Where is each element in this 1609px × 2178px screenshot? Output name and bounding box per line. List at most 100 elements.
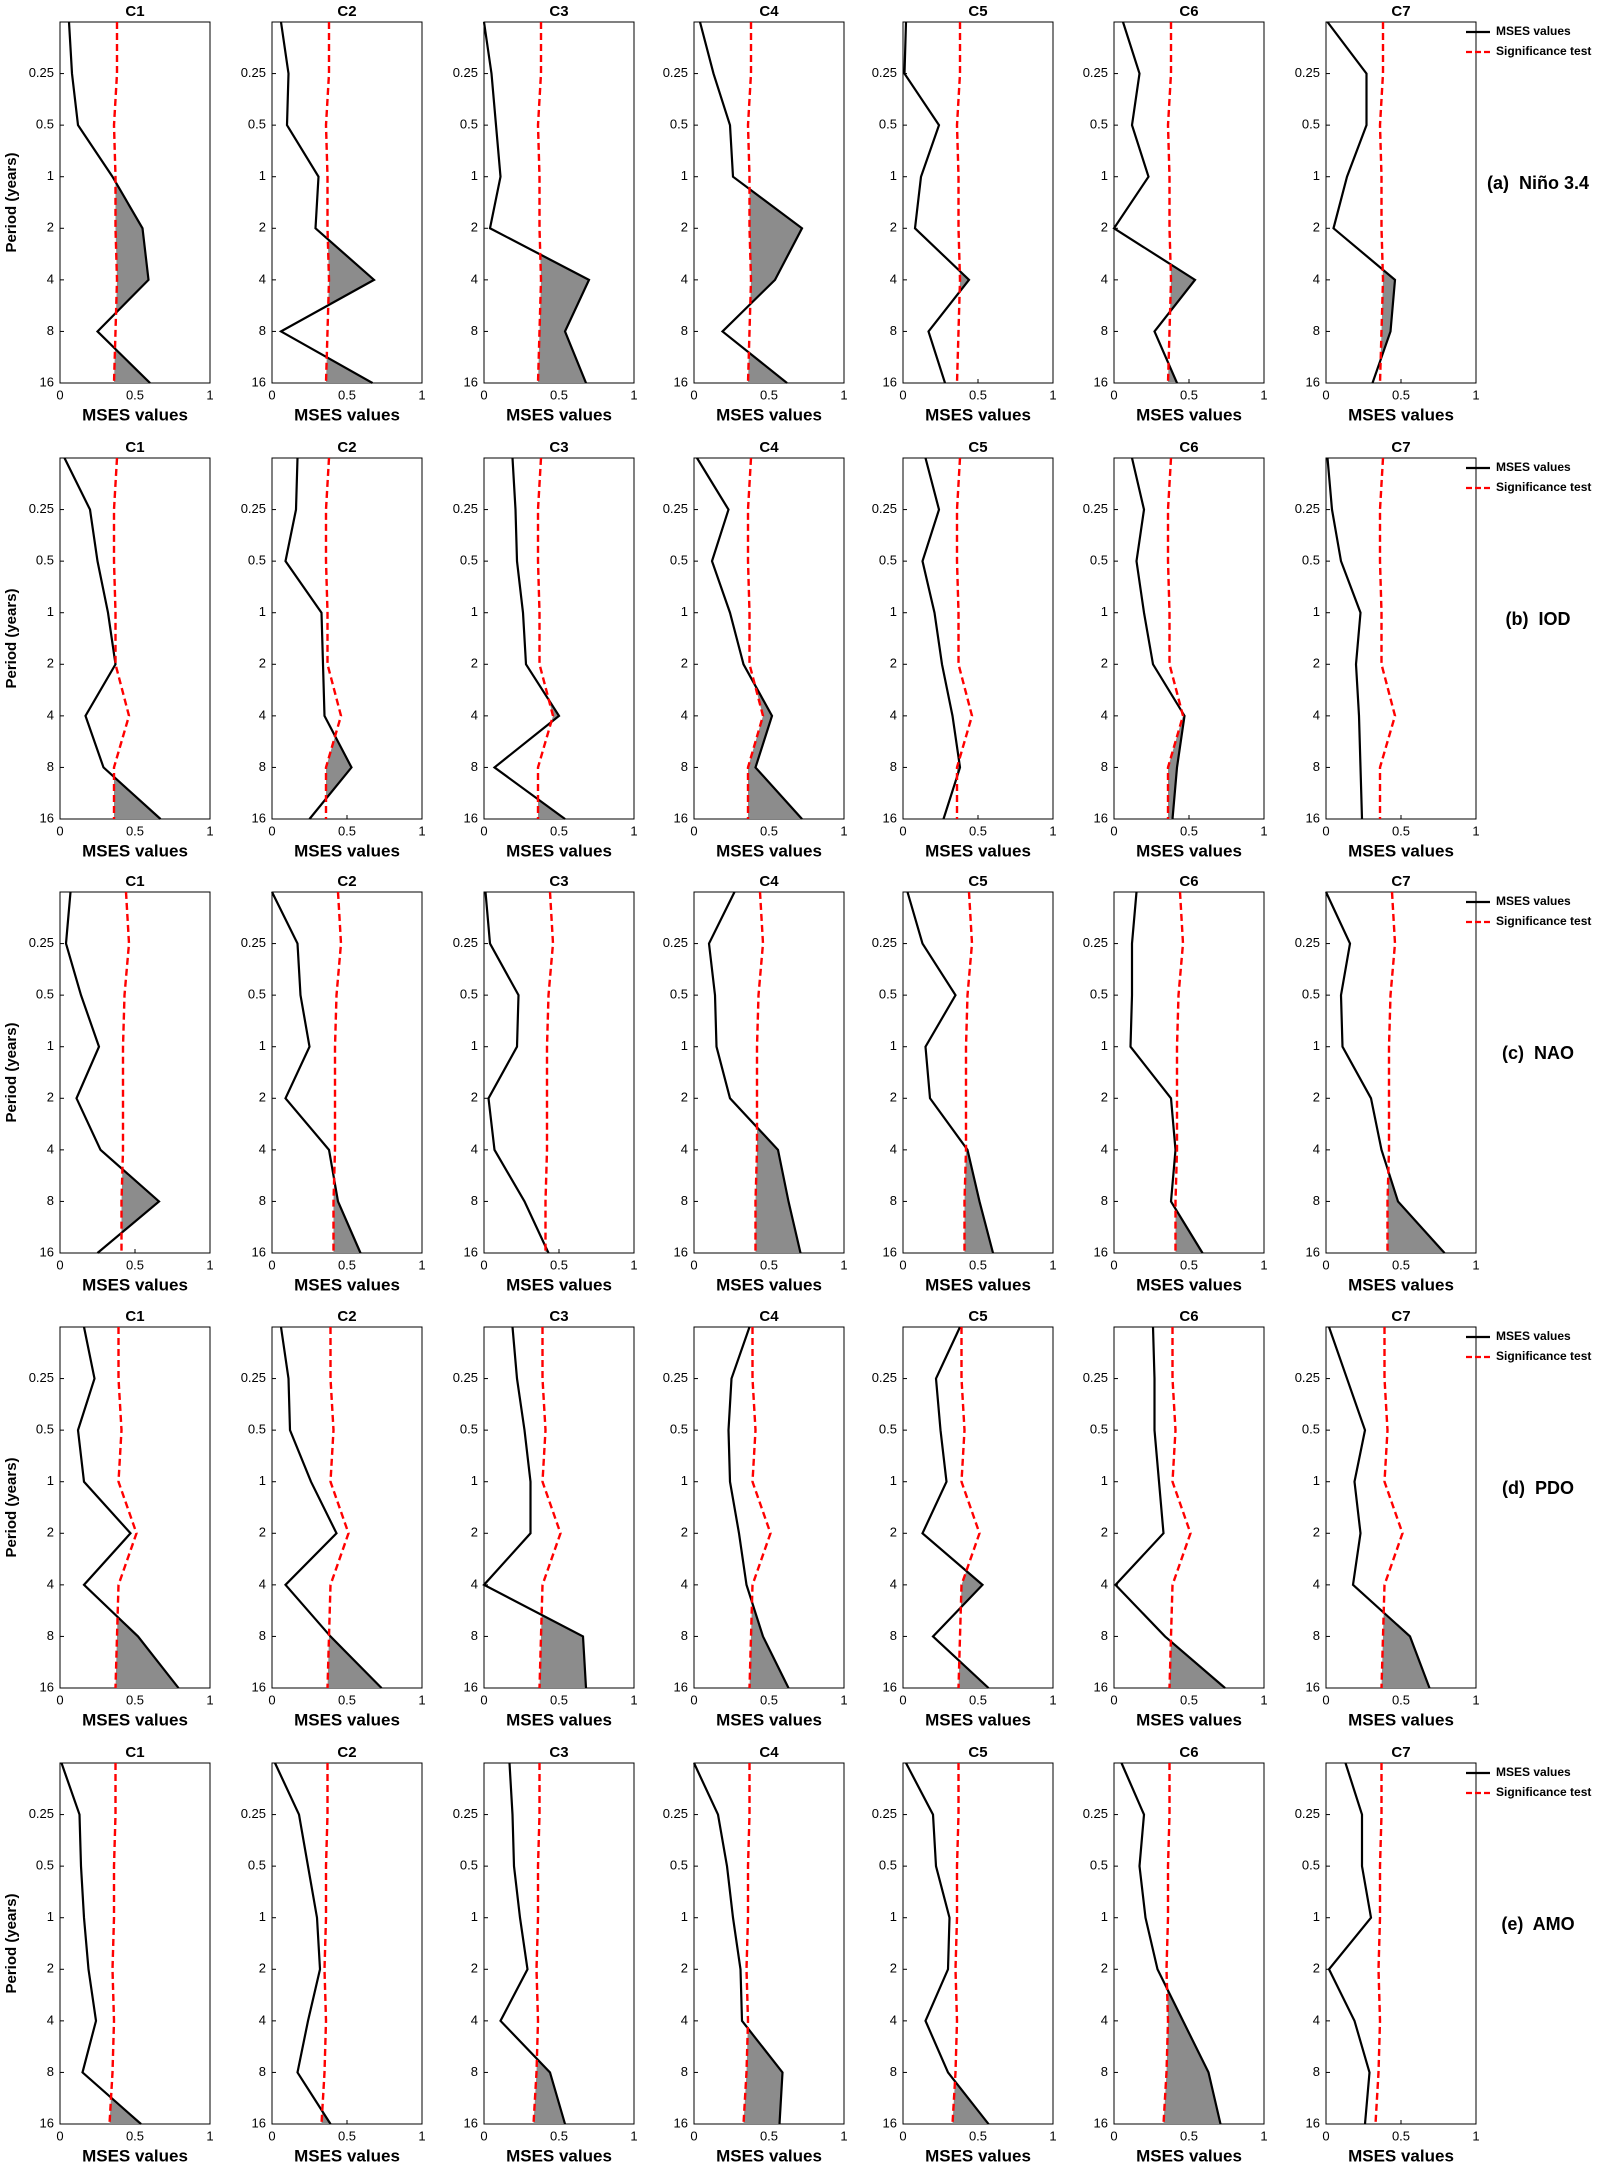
panel-title: C4 [759, 1308, 779, 1325]
y-tick-label: 0.5 [460, 1858, 478, 1873]
y-tick-label: 0.5 [879, 553, 897, 568]
y-tick-label: 0.25 [663, 1806, 688, 1821]
y-tick-label: 2 [1101, 656, 1108, 671]
plot-frame [1325, 21, 1477, 384]
legend-label: Significance test [1496, 480, 1591, 494]
x-tick-label: 0 [56, 823, 63, 838]
x-tick-label: 1 [1260, 1692, 1267, 1707]
y-tick-label: 0.25 [1083, 935, 1108, 950]
y-tick-label: 1 [471, 168, 478, 183]
series-line [484, 891, 550, 1254]
x-tick-label: 0.5 [1180, 823, 1198, 838]
y-tick-label: 2 [1101, 1961, 1108, 1976]
exceedance-area [958, 1327, 989, 1688]
series-line [482, 1326, 588, 1689]
x-tick-label: 0 [480, 2128, 487, 2143]
series-line [1374, 1763, 1383, 2125]
x-tick-label: 0 [1110, 2128, 1117, 2143]
x-tick-label: 0.5 [550, 387, 568, 402]
y-tick-label: 0.25 [1083, 1806, 1108, 1821]
y-tick-label: 8 [259, 759, 266, 774]
panel-title: C1 [125, 3, 144, 20]
y-tick-label: 4 [471, 1576, 478, 1591]
y-tick-label: 0.25 [872, 935, 897, 950]
y-tick-label: 16 [252, 1244, 266, 1259]
y-tick-label: 0.25 [1295, 1806, 1320, 1821]
y-tick-label: 1 [1313, 1473, 1320, 1488]
plot-frame [693, 457, 845, 820]
x-tick-label: 0 [899, 1257, 906, 1272]
series-line [112, 22, 119, 384]
y-tick-label: 0.25 [872, 1370, 897, 1385]
y-tick-label: 8 [1101, 759, 1108, 774]
series-line [324, 457, 343, 819]
x-tick-label: 0.5 [760, 387, 778, 402]
x-axis-label: MSES values [294, 2146, 400, 2165]
y-tick-label: 1 [259, 604, 266, 619]
y-tick-label: 8 [471, 323, 478, 338]
y-tick-label: 16 [883, 810, 897, 825]
y-tick-label: 2 [259, 656, 266, 671]
y-tick-label: 1 [1101, 604, 1108, 619]
y-tick-label: 8 [1313, 1628, 1320, 1643]
x-tick-label: 0 [268, 387, 275, 402]
y-tick-label: 2 [890, 1525, 897, 1540]
y-tick-label: 8 [1101, 323, 1108, 338]
y-tick-label: 8 [471, 1193, 478, 1208]
y-tick-label: 8 [1101, 1628, 1108, 1643]
y-tick-label: 2 [47, 1525, 54, 1540]
y-tick-label: 8 [1313, 2064, 1320, 2079]
x-tick-label: 0 [690, 823, 697, 838]
y-tick-label: 0.5 [248, 1858, 266, 1873]
y-tick-label: 8 [259, 2064, 266, 2079]
x-tick-label: 1 [1260, 2128, 1267, 2143]
plot-frame [1325, 1762, 1477, 2125]
exceedance-area [333, 892, 361, 1253]
series-line [921, 1326, 990, 1689]
panel-title: C5 [968, 873, 987, 890]
panel-title: C7 [1391, 3, 1410, 20]
y-tick-label: 2 [681, 1961, 688, 1976]
y-tick-label: 4 [1101, 707, 1108, 722]
x-tick-label: 0 [268, 1692, 275, 1707]
y-tick-label: 4 [259, 1141, 266, 1156]
y-tick-label: 16 [252, 810, 266, 825]
x-axis-label: MSES values [506, 1275, 612, 1294]
y-tick-label: 0.5 [36, 987, 54, 1002]
y-tick-label: 1 [890, 1038, 897, 1053]
series-line [906, 891, 995, 1254]
x-axis-label: MSES values [925, 405, 1031, 424]
y-tick-label: 8 [1101, 1193, 1108, 1208]
x-axis-label: MSES values [1348, 1710, 1454, 1729]
y-tick-label: 0.25 [29, 501, 54, 516]
y-tick-label: 16 [674, 1244, 688, 1259]
x-tick-label: 0 [899, 823, 906, 838]
y-tick-label: 0.25 [663, 1370, 688, 1385]
x-tick-label: 0.5 [126, 1257, 144, 1272]
x-axis-label: MSES values [82, 1275, 188, 1294]
y-tick-label: 0.5 [670, 1858, 688, 1873]
plot-frame [902, 457, 1054, 820]
x-axis-label: MSES values [82, 1710, 188, 1729]
y-tick-label: 1 [1313, 1909, 1320, 1924]
y-tick-label: 0.25 [872, 501, 897, 516]
x-tick-label: 0 [1110, 1692, 1117, 1707]
y-tick-label: 0.25 [663, 935, 688, 950]
y-tick-label: 0.25 [1083, 501, 1108, 516]
panel-title: C3 [549, 873, 568, 890]
row-label: (d) PDO [1502, 1478, 1574, 1498]
y-tick-label: 4 [890, 707, 897, 722]
x-axis-label: MSES values [925, 1275, 1031, 1294]
panel-title: C1 [125, 439, 144, 456]
x-tick-label: 1 [206, 2128, 213, 2143]
x-tick-label: 0 [480, 1257, 487, 1272]
series-line [963, 891, 974, 1253]
row-label: (b) IOD [1506, 609, 1571, 629]
panel-title: C1 [125, 1744, 144, 1761]
panel-title: C6 [1179, 439, 1198, 456]
plot-frame [902, 21, 1054, 384]
row-label: (e) AMO [1501, 1914, 1574, 1934]
y-tick-label: 1 [681, 1473, 688, 1488]
y-tick-label: 0.25 [872, 1806, 897, 1821]
y-tick-label: 16 [883, 1679, 897, 1694]
